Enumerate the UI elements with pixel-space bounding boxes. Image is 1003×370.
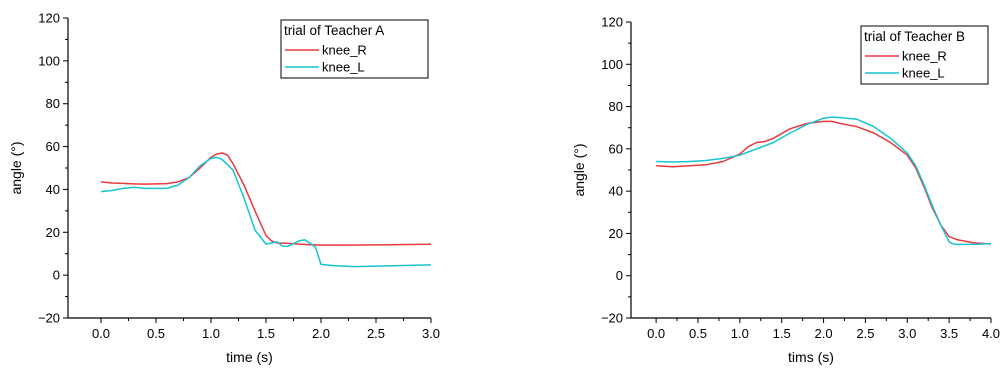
- x-tick-label: 3.0: [898, 326, 916, 341]
- y-tick-label: 0: [616, 268, 623, 283]
- x-tick-label: 1.0: [202, 326, 220, 341]
- legend-entry-label: knee_L: [902, 66, 945, 81]
- y-tick-label: 60: [46, 139, 60, 154]
- y-tick-label: −20: [601, 311, 623, 326]
- y-tick-label: 20: [609, 226, 623, 241]
- legend-entry-label: knee_R: [322, 43, 367, 58]
- y-tick-label: 80: [46, 96, 60, 111]
- x-tick-label: 1.5: [257, 326, 275, 341]
- chart-teacher-a: −20 0 20 40 60 80 100 120 0.0 0.5 1.0 1.5 2.0 2.5 3.0 t…: [8, 11, 440, 366]
- x-tick-label: 0.5: [689, 326, 707, 341]
- series-line-knee-r: [100, 152, 432, 246]
- legend-entry-label: knee_R: [902, 49, 947, 64]
- y-tick-label: 40: [46, 182, 60, 197]
- y-tick-label: 100: [38, 53, 60, 68]
- x-tick-label: 0.0: [647, 326, 665, 341]
- y-tick-label: 120: [601, 15, 623, 30]
- series-line-knee-l: [656, 116, 992, 246]
- x-tick-label: 3.0: [422, 326, 440, 341]
- x-tick-label: 1.5: [773, 326, 791, 341]
- x-tick-label: 0.0: [92, 326, 110, 341]
- x-axis-title: time (s): [226, 349, 273, 365]
- x-axis-title: tims (s): [788, 349, 834, 365]
- x-tick-label: 2.5: [367, 326, 385, 341]
- chart-teacher-b: −20 0 20 40 60 80 100 120 0.0 0.5 1.0 1.5 2.0 2.5 3.0 3…: [571, 15, 1000, 366]
- y-tick-label: 20: [46, 225, 60, 240]
- series-line-knee-l: [100, 156, 432, 268]
- x-tick-label: 1.0: [731, 326, 749, 341]
- legend-box: [860, 25, 989, 85]
- x-tick-label: 2.0: [815, 326, 833, 341]
- x-tick-label: 2.0: [312, 326, 330, 341]
- x-tick-label: 4.0: [982, 326, 1000, 341]
- y-tick-label: −20: [38, 311, 60, 326]
- y-tick-label: 80: [609, 99, 623, 114]
- x-tick-label: 0.5: [147, 326, 165, 341]
- y-axis-title: angle (°): [571, 143, 587, 196]
- y-tick-label: 60: [609, 141, 623, 156]
- y-axis-title: angle (°): [8, 141, 24, 194]
- x-tick-label: 2.5: [856, 326, 874, 341]
- legend-entry-label: knee_L: [322, 60, 365, 75]
- y-tick-label: 0: [53, 268, 60, 283]
- y-tick-label: 100: [601, 57, 623, 72]
- legend-title: trial of Teacher A: [284, 23, 384, 38]
- y-tick-label: 120: [38, 11, 60, 26]
- legend-box: [280, 19, 429, 79]
- x-tick-label: 3.5: [940, 326, 958, 341]
- y-tick-label: 40: [609, 184, 623, 199]
- legend-title: trial of Teacher B: [864, 29, 965, 44]
